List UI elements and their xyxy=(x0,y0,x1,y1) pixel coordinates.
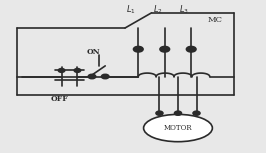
Text: $L_3$: $L_3$ xyxy=(179,4,189,16)
Text: $L_1$: $L_1$ xyxy=(126,4,136,16)
Circle shape xyxy=(102,74,109,79)
Circle shape xyxy=(156,111,163,115)
Circle shape xyxy=(186,47,196,52)
Circle shape xyxy=(58,69,65,72)
Ellipse shape xyxy=(144,114,212,142)
Text: MC: MC xyxy=(207,16,222,24)
Text: MOTOR: MOTOR xyxy=(164,124,192,132)
Circle shape xyxy=(134,47,143,52)
Circle shape xyxy=(193,111,200,115)
Circle shape xyxy=(160,47,169,52)
Circle shape xyxy=(74,69,81,72)
Circle shape xyxy=(88,74,96,79)
Text: ON: ON xyxy=(87,48,100,56)
Text: OFF: OFF xyxy=(51,95,69,103)
Circle shape xyxy=(174,111,181,115)
Text: $L_2$: $L_2$ xyxy=(153,4,163,16)
